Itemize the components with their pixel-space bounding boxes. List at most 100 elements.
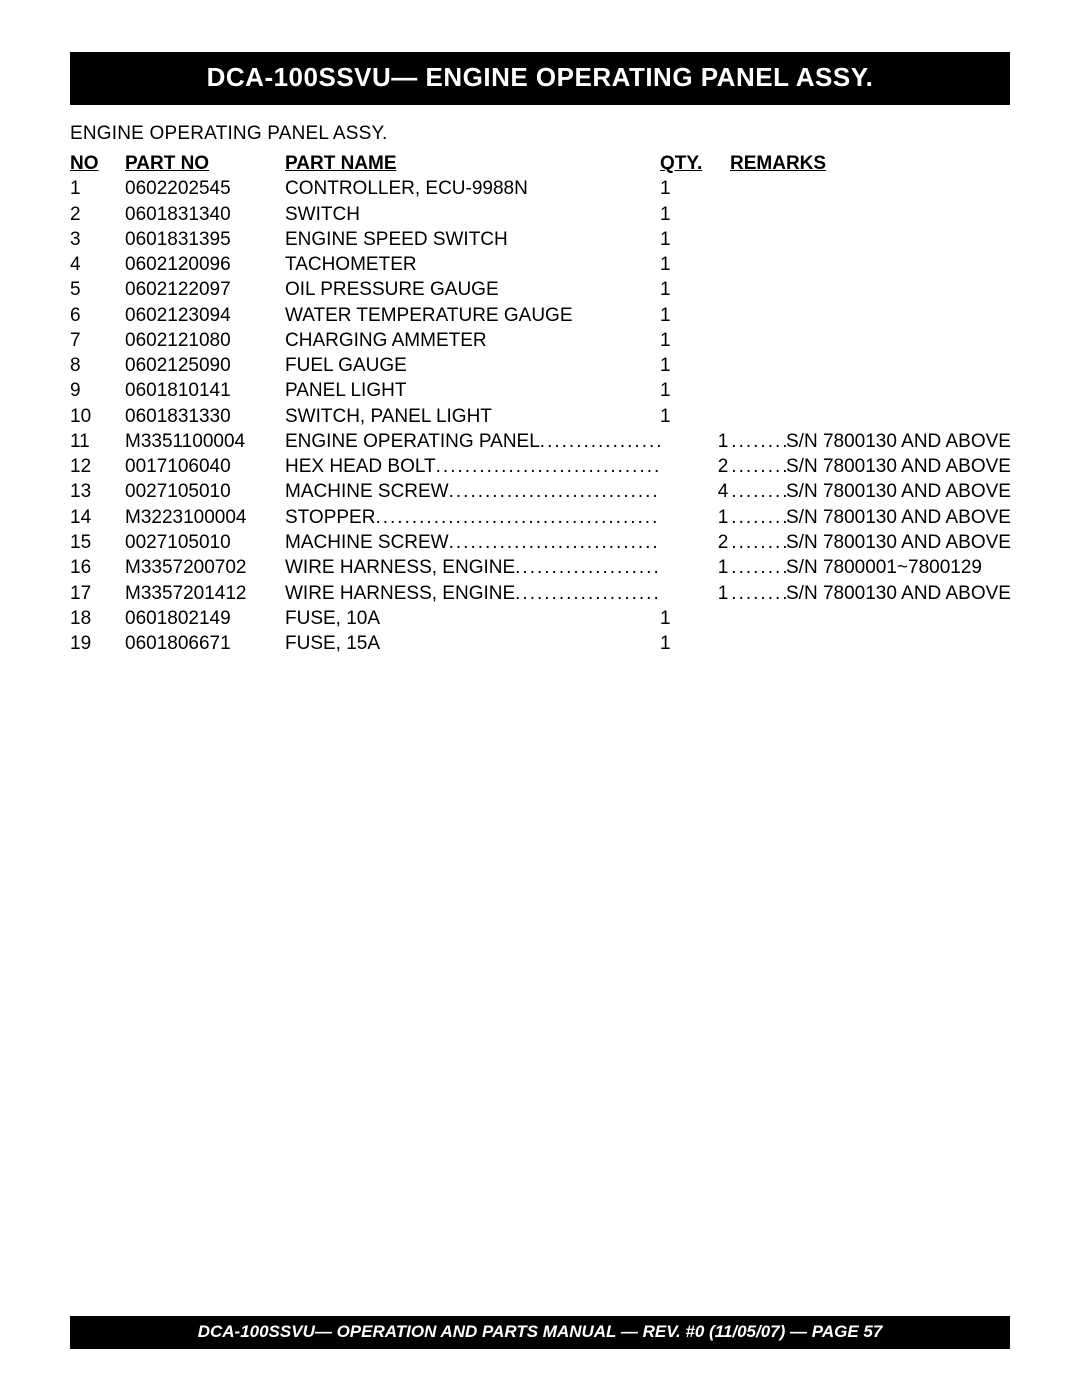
table-row: 80602125090FUEL GAUGE1 [70, 353, 1010, 378]
cell-no: 12 [70, 454, 125, 479]
cell-remarks [690, 176, 1010, 201]
cell-remarks [690, 277, 1010, 302]
cell-part-name: CONTROLLER, ECU-9988N [285, 176, 660, 201]
cell-remarks: S/N 7800130 AND ABOVE [786, 429, 1011, 454]
page-title: DCA-100SSVU— ENGINE OPERATING PANEL ASSY… [207, 62, 874, 92]
cell-no: 18 [70, 606, 125, 631]
cell-qty: 1 ......................................… [660, 555, 786, 580]
dot-leader: ........................................… [515, 555, 660, 580]
dot-leader: ........................................… [540, 429, 660, 454]
cell-part-name: MACHINE SCREW ..........................… [285, 479, 660, 504]
table-body: 10602202545CONTROLLER, ECU-9988N12060183… [70, 176, 1010, 656]
cell-qty: 1 ......................................… [660, 505, 786, 530]
cell-part-no: 0602120096 [125, 252, 285, 277]
cell-qty: 1 [660, 353, 690, 378]
cell-part-no: 0602122097 [125, 277, 285, 302]
cell-qty: 1 [660, 378, 690, 403]
table-row: 100601831330SWITCH, PANEL LIGHT1 [70, 404, 1010, 429]
cell-qty: 1 ......................................… [660, 429, 786, 454]
cell-part-name: CHARGING AMMETER [285, 328, 660, 353]
table-row: 180601802149FUSE, 10A1 [70, 606, 1010, 631]
cell-remarks [690, 252, 1010, 277]
cell-qty: 1 [660, 277, 690, 302]
cell-remarks: S/N 7800130 AND ABOVE [786, 505, 1011, 530]
cell-part-no: 0601831330 [125, 404, 285, 429]
table-row: 120017106040HEX HEAD BOLT...............… [70, 454, 1010, 479]
cell-no: 1 [70, 176, 125, 201]
cell-remarks: S/N 7800130 AND ABOVE [786, 530, 1011, 555]
cell-no: 6 [70, 303, 125, 328]
cell-part-name: SWITCH [285, 202, 660, 227]
table-row: 17M3357201412WIRE HARNESS, ENGINE ......… [70, 581, 1010, 606]
cell-qty: 1 [660, 404, 690, 429]
cell-no: 2 [70, 202, 125, 227]
cell-part-name: TACHOMETER [285, 252, 660, 277]
table-row: 20601831340SWITCH1 [70, 202, 1010, 227]
cell-qty: 2 ......................................… [660, 530, 786, 555]
cell-part-name: OIL PRESSURE GAUGE [285, 277, 660, 302]
table-row: 190601806671FUSE, 15A1 [70, 631, 1010, 656]
dot-leader: ........................................… [449, 530, 660, 555]
cell-no: 5 [70, 277, 125, 302]
cell-qty: 1 [660, 303, 690, 328]
table-row: 130027105010MACHINE SCREW ..............… [70, 479, 1010, 504]
table-row: 30601831395ENGINE SPEED SWITCH1 [70, 227, 1010, 252]
cell-part-name: STOPPER ................................… [285, 505, 660, 530]
cell-part-name: WATER TEMPERATURE GAUGE [285, 303, 660, 328]
cell-no: 3 [70, 227, 125, 252]
cell-part-no: M3357200702 [125, 555, 285, 580]
cell-part-no: 0601802149 [125, 606, 285, 631]
cell-part-no: M3357201412 [125, 581, 285, 606]
cell-part-name: FUEL GAUGE [285, 353, 660, 378]
section-subtitle: ENGINE OPERATING PANEL ASSY. [70, 123, 1010, 145]
cell-no: 14 [70, 505, 125, 530]
parts-table: NO PART NO PART NAME QTY. REMARKS 106022… [70, 151, 1010, 656]
cell-remarks [690, 353, 1010, 378]
cell-qty: 4 ......................................… [660, 479, 786, 504]
col-header-qty: QTY. [660, 151, 730, 176]
cell-qty: 2 ......................................… [660, 454, 786, 479]
cell-no: 17 [70, 581, 125, 606]
cell-part-no: 0602202545 [125, 176, 285, 201]
table-row: 14M3223100004STOPPER ...................… [70, 505, 1010, 530]
cell-part-name: FUSE, 10A [285, 606, 660, 631]
cell-remarks: S/N 7800001~7800129 [786, 555, 1010, 580]
dot-leader: ........................................… [731, 454, 786, 479]
col-header-part-name: PART NAME [285, 151, 660, 176]
dot-leader: ........................................… [436, 454, 660, 479]
cell-part-no: 0601831395 [125, 227, 285, 252]
col-header-part-no: PART NO [125, 151, 285, 176]
dot-leader: ........................................… [731, 581, 786, 606]
table-row: 70602121080CHARGING AMMETER1 [70, 328, 1010, 353]
dot-leader: ........................................… [731, 479, 786, 504]
cell-no: 9 [70, 378, 125, 403]
table-row: 10602202545CONTROLLER, ECU-9988N1 [70, 176, 1010, 201]
cell-qty: 1 [660, 328, 690, 353]
title-bar: DCA-100SSVU— ENGINE OPERATING PANEL ASSY… [70, 52, 1010, 105]
cell-no: 16 [70, 555, 125, 580]
cell-part-no: 0601831340 [125, 202, 285, 227]
cell-no: 15 [70, 530, 125, 555]
cell-no: 10 [70, 404, 125, 429]
dot-leader: ........................................… [515, 581, 660, 606]
cell-remarks [690, 606, 1010, 631]
cell-part-name: WIRE HARNESS, ENGINE ...................… [285, 555, 660, 580]
table-row: 60602123094WATER TEMPERATURE GAUGE1 [70, 303, 1010, 328]
cell-qty: 1 [660, 606, 690, 631]
cell-part-no: 0601806671 [125, 631, 285, 656]
cell-part-name: SWITCH, PANEL LIGHT [285, 404, 660, 429]
cell-part-name: ENGINE OPERATING PANEL..................… [285, 429, 660, 454]
table-row: 40602120096TACHOMETER1 [70, 252, 1010, 277]
cell-part-no: 0602121080 [125, 328, 285, 353]
cell-remarks [690, 303, 1010, 328]
cell-no: 8 [70, 353, 125, 378]
cell-no: 11 [70, 429, 125, 454]
cell-no: 4 [70, 252, 125, 277]
dot-leader: ........................................… [449, 479, 660, 504]
cell-part-name: HEX HEAD BOLT...........................… [285, 454, 660, 479]
cell-no: 19 [70, 631, 125, 656]
cell-no: 7 [70, 328, 125, 353]
cell-part-name: ENGINE SPEED SWITCH [285, 227, 660, 252]
cell-qty: 1 [660, 252, 690, 277]
dot-leader: ........................................… [731, 530, 786, 555]
